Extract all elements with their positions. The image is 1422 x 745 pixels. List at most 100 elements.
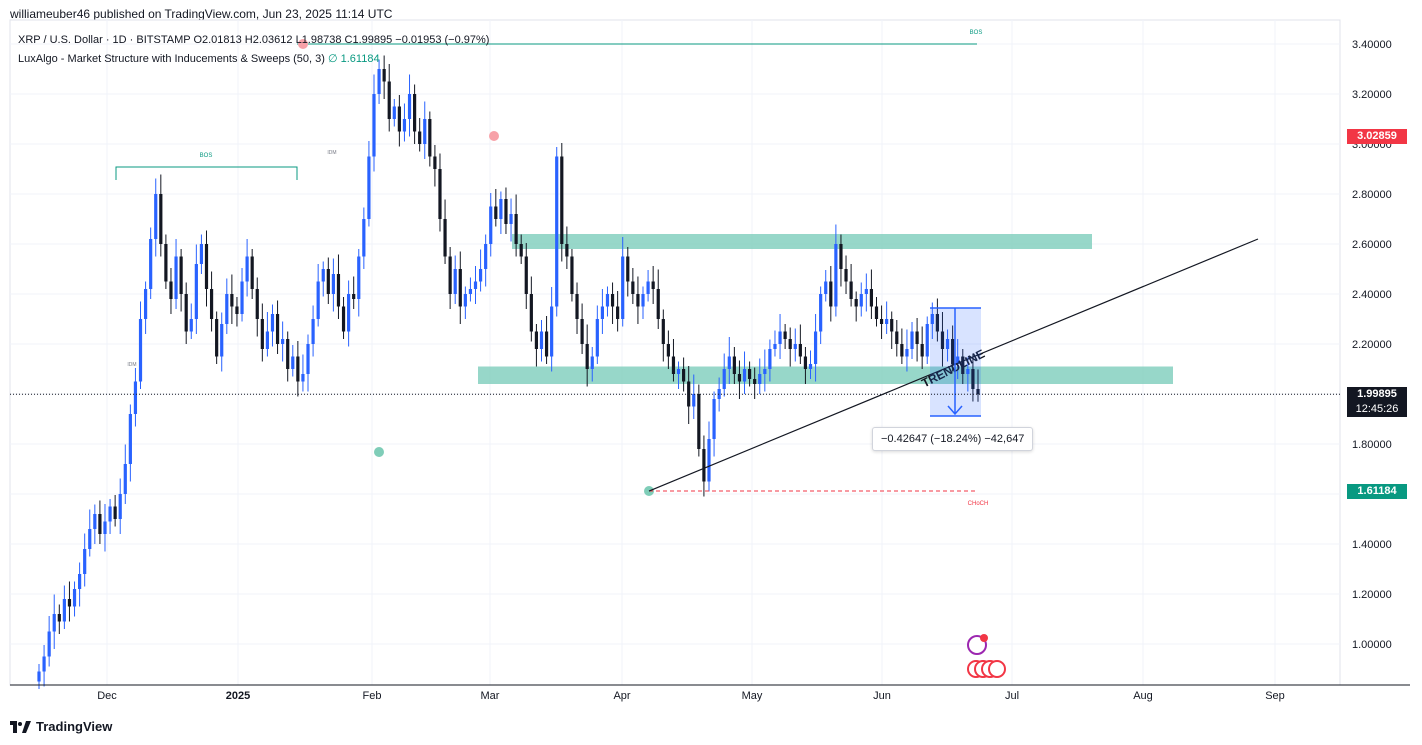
tradingview-logo-icon	[10, 720, 31, 733]
candle-body	[783, 331, 787, 339]
candle-body	[935, 314, 939, 332]
candle-body	[113, 506, 117, 519]
candle-body	[788, 339, 792, 349]
candle-body	[78, 574, 82, 589]
candle-body	[499, 199, 503, 219]
candle-body	[951, 339, 955, 364]
choch-label: CHoCH	[968, 501, 989, 507]
measure-result-label: −0.42647 (−18.24%) −42,647	[872, 427, 1034, 451]
candle-body	[580, 319, 584, 344]
candle-body	[392, 106, 396, 119]
indicator-name[interactable]: LuxAlgo - Market Structure with Induceme…	[18, 53, 325, 65]
sweep-dot-low	[374, 447, 384, 457]
candle-body	[478, 269, 483, 282]
candle-body	[220, 324, 224, 357]
candle-body	[834, 244, 838, 307]
sweep-dot-high	[489, 131, 499, 141]
candle-body	[270, 314, 275, 332]
candle-body	[839, 244, 843, 269]
grid-lines	[9, 19, 1341, 686]
legend-symbol[interactable]: XRP / U.S. Dollar · 1D · BITSTAMP	[18, 34, 191, 46]
candle-body	[793, 344, 797, 349]
candle-body	[179, 256, 183, 294]
candle-body	[67, 599, 72, 607]
candle-body	[976, 389, 980, 395]
candle-body	[813, 331, 818, 364]
candle-body	[529, 294, 533, 332]
candle-body	[494, 206, 498, 219]
candle-body	[377, 69, 381, 94]
candle-body	[291, 356, 295, 369]
candle-body	[854, 299, 858, 307]
brand-name: TradingView	[36, 719, 113, 734]
price-tick-label: 1.40000	[1352, 539, 1392, 551]
candle-body	[260, 319, 264, 349]
candle-body	[747, 369, 752, 379]
bos-top-label: BOS	[970, 30, 983, 36]
candle-body	[250, 256, 254, 289]
candle-body	[235, 306, 239, 314]
candle-body	[484, 244, 488, 269]
candle-body	[758, 374, 762, 384]
candle-body	[428, 119, 432, 157]
candle-body	[423, 119, 427, 144]
measure-arrow-head	[947, 405, 963, 416]
candle-body	[808, 364, 813, 369]
candle-body	[682, 369, 686, 382]
candle-body	[316, 281, 320, 319]
candle-body	[707, 439, 711, 482]
candle-body	[768, 349, 772, 369]
candle-body	[72, 589, 77, 607]
candle-body	[646, 281, 650, 294]
candle-body	[534, 331, 539, 349]
economic-event-icon[interactable]	[988, 660, 1006, 678]
candle-body	[362, 219, 366, 257]
candle-body	[397, 106, 401, 132]
trendline[interactable]	[648, 238, 1259, 492]
candle-body	[47, 631, 51, 657]
candle-body	[83, 549, 87, 574]
candle-body	[879, 319, 884, 324]
time-tick-label: Jun	[873, 690, 891, 702]
candle-body	[326, 269, 330, 294]
candle-body	[849, 281, 853, 299]
candle-body	[458, 269, 462, 307]
candle-body	[296, 356, 300, 382]
candle-body	[341, 306, 346, 332]
candle-body	[753, 379, 757, 384]
price-tick-label: 2.40000	[1352, 289, 1392, 301]
candle-body	[164, 244, 168, 282]
candle-body	[631, 281, 635, 294]
candle-body	[763, 369, 767, 374]
candle-body	[778, 331, 782, 344]
price-tick-label: 2.20000	[1352, 339, 1392, 351]
candle-body	[255, 289, 259, 319]
candle-body	[651, 281, 655, 289]
candle-body	[448, 256, 452, 294]
candle-body	[737, 374, 742, 382]
time-tick-label: Feb	[363, 690, 382, 702]
candle-body	[265, 331, 270, 349]
candle-body	[245, 256, 249, 282]
tradingview-brand[interactable]: TradingView	[10, 719, 112, 734]
candle-body	[575, 294, 579, 319]
supply-demand-zones	[478, 234, 1173, 384]
candle-body	[524, 256, 528, 294]
candle-body	[336, 274, 341, 307]
idm-label: IDM	[127, 362, 136, 368]
candle-body	[798, 344, 802, 357]
event-icons[interactable]	[967, 634, 1006, 678]
candle-body	[829, 281, 833, 307]
time-axis[interactable]: Dec 2025 Feb Mar Apr May Jun Jul Aug Sep	[10, 684, 1410, 702]
candle-body	[387, 81, 391, 119]
price-tick-label: 3.40000	[1352, 39, 1392, 51]
candle-body	[844, 269, 848, 282]
legend-ohlc: O2.01813 H2.03612 L1.98738 C1.99895 −0.0…	[193, 34, 490, 46]
candle-body	[555, 156, 559, 307]
candle-body	[108, 506, 112, 522]
candle-body	[869, 289, 874, 307]
red-price-tag: 3.02859	[1347, 129, 1407, 144]
candle-body	[352, 294, 356, 299]
publish-info: williameuber46 published on TradingView.…	[10, 7, 393, 21]
